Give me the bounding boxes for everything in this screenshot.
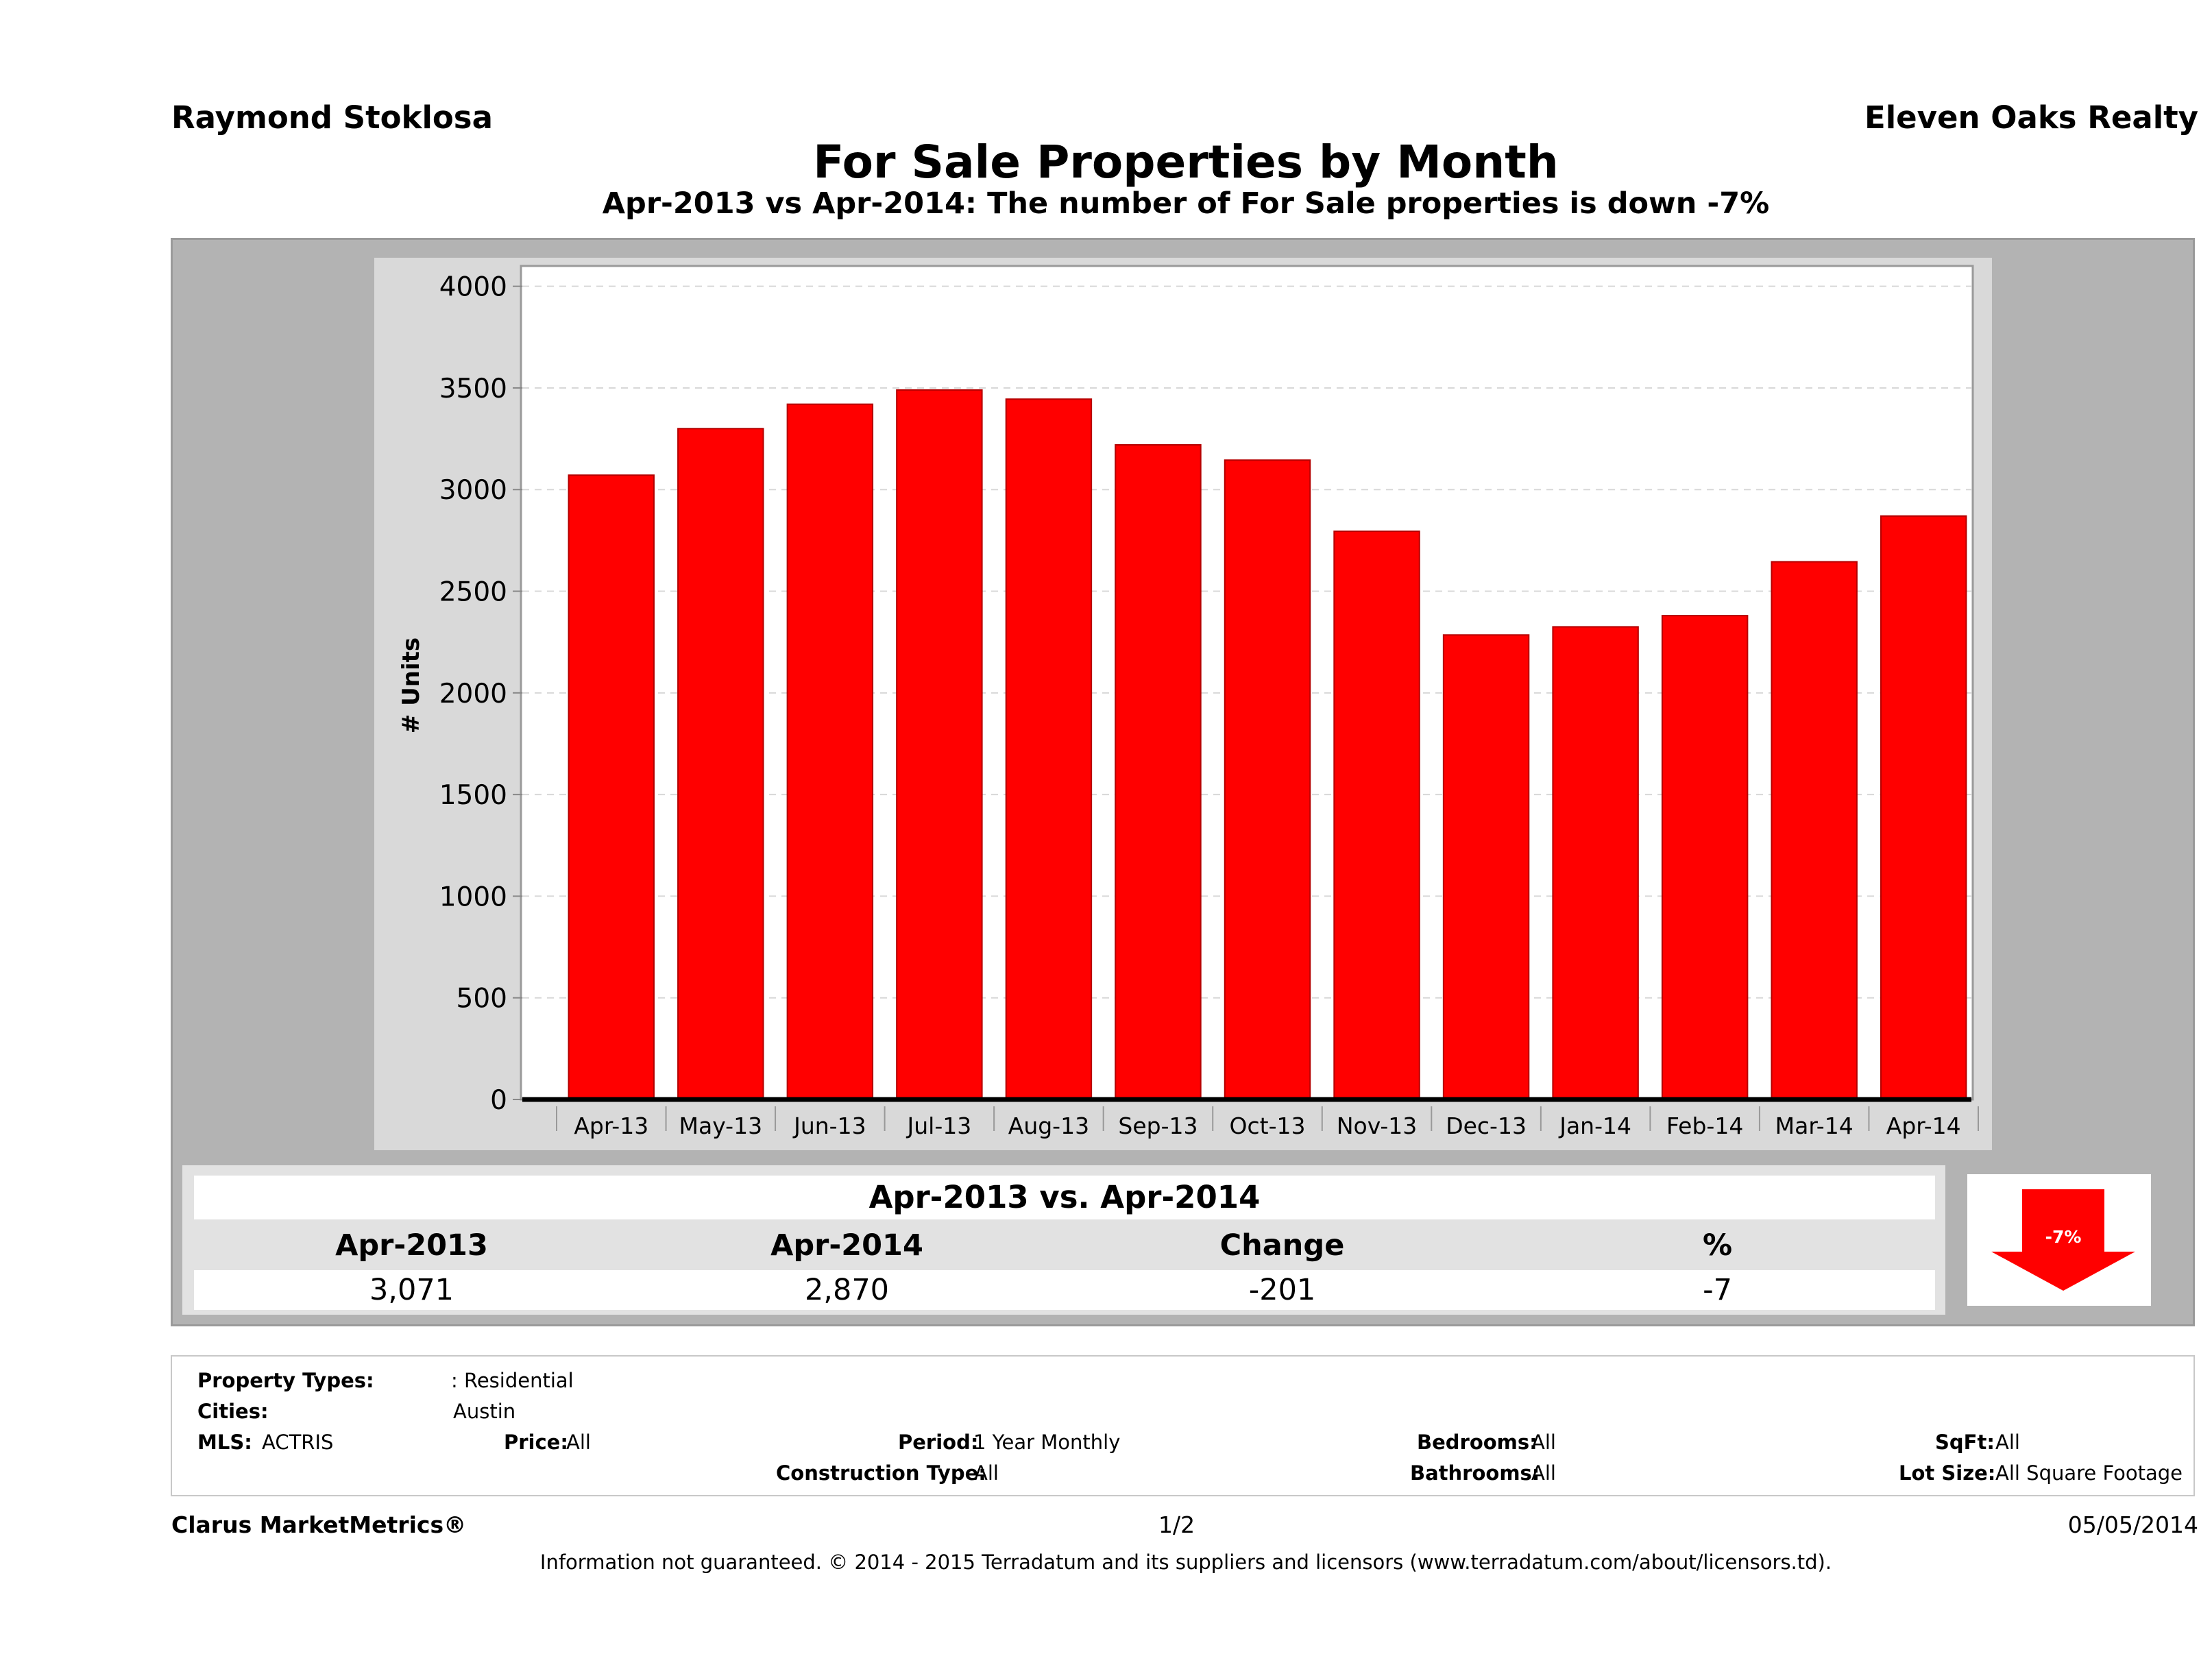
x-tick-label: Jun-13 (792, 1112, 866, 1139)
sqft-label: SqFt: (1935, 1431, 1995, 1454)
x-tick-label: Dec-13 (1446, 1112, 1527, 1139)
x-tick-label: Jul-13 (906, 1112, 972, 1139)
summary-header-apr2014: Apr-2014 (770, 1228, 923, 1263)
footer-brand: Clarus MarketMetrics® (171, 1511, 467, 1538)
y-tick-label: 1500 (439, 780, 507, 811)
x-tick-label: Mar-14 (1775, 1112, 1854, 1139)
bar-Sep-13 (1115, 443, 1202, 1100)
summary-header-apr2013: Apr-2013 (335, 1228, 488, 1263)
y-tick-label: 3500 (439, 374, 507, 404)
lot-size-label: Lot Size: (1899, 1461, 1996, 1485)
summary-value-row: 3,071 2,870 -201 -7 (194, 1270, 1935, 1310)
footer-disclaimer: Information not guaranteed. © 2014 - 201… (539, 1551, 1832, 1574)
x-tick-label: May-13 (679, 1112, 763, 1139)
summary-header-percent: % (1702, 1228, 1733, 1263)
bar-May-13 (677, 428, 764, 1100)
period-label: Period: (898, 1431, 979, 1454)
filter-criteria: Property Types: : Residential Cities: Au… (171, 1355, 2195, 1496)
mls-label: MLS: (197, 1431, 252, 1454)
y-tick-label: 3000 (439, 475, 507, 506)
bathrooms-value: All (1531, 1461, 1556, 1485)
report-subtitle: Apr-2013 vs Apr-2014: The number of For … (602, 186, 1770, 221)
footer-page-number: 1/2 (1158, 1511, 1195, 1538)
bedrooms-label: Bedrooms: (1417, 1431, 1538, 1454)
bar-Aug-13 (1005, 398, 1093, 1100)
x-tick-label: Sep-13 (1118, 1112, 1198, 1139)
bar-Apr-14 (1880, 515, 1967, 1100)
bar-Jan-14 (1552, 626, 1639, 1100)
price-value: All (566, 1431, 591, 1454)
brokerage-name: Eleven Oaks Realty (1864, 99, 2198, 136)
bathrooms-label: Bathrooms: (1410, 1461, 1540, 1485)
price-label: Price: (504, 1431, 568, 1454)
x-tick-label: Apr-14 (1886, 1112, 1961, 1139)
construction-type-label: Construction Type: (776, 1461, 986, 1485)
bar-Oct-13 (1224, 459, 1311, 1100)
x-tick-label: Oct-13 (1230, 1112, 1306, 1139)
property-types-value: : Residential (451, 1369, 574, 1392)
y-tick-label: 2000 (439, 679, 507, 709)
period-value: 1 Year Monthly (973, 1431, 1121, 1454)
x-tick-label: Feb-14 (1666, 1112, 1743, 1139)
x-tick-label: Apr-13 (574, 1112, 648, 1139)
bar-Dec-13 (1442, 634, 1530, 1100)
trend-label: -7% (2045, 1227, 2082, 1247)
bedrooms-value: All (1531, 1431, 1556, 1454)
cities-label: Cities: (197, 1400, 269, 1423)
footer-date: 05/05/2014 (2067, 1511, 2198, 1538)
property-types-label: Property Types: (197, 1369, 374, 1392)
summary-value-change: -201 (1248, 1273, 1316, 1307)
summary-value-apr2013: 3,071 (369, 1273, 454, 1307)
down-arrow-icon: -7% (1991, 1189, 2135, 1291)
construction-type-value: All (974, 1461, 999, 1485)
summary-header-change: Change (1219, 1228, 1345, 1263)
y-axis-label: # Units (398, 637, 425, 733)
bar-Feb-14 (1661, 615, 1749, 1100)
y-tick-label: 0 (490, 1085, 507, 1116)
bar-Apr-13 (568, 474, 655, 1100)
x-tick-label: Aug-13 (1008, 1112, 1089, 1139)
bar-Mar-14 (1771, 561, 1858, 1100)
agent-name: Raymond Stoklosa (171, 99, 493, 136)
x-tick-label: Nov-13 (1337, 1112, 1417, 1139)
summary-value-apr2014: 2,870 (804, 1273, 890, 1307)
x-tick-label: Jan-14 (1558, 1112, 1631, 1139)
y-tick-label: 2500 (439, 577, 507, 608)
report-title: For Sale Properties by Month (813, 136, 1559, 189)
y-tick-label: 1000 (439, 881, 507, 912)
y-tick-label: 4000 (439, 272, 507, 303)
mls-value: ACTRIS (262, 1431, 334, 1454)
summary-header-row: Apr-2013 Apr-2014 Change % (194, 1224, 1935, 1267)
summary-value-percent: -7 (1703, 1273, 1732, 1307)
trend-indicator: -7% (1967, 1174, 2151, 1306)
bar-Nov-13 (1333, 531, 1420, 1100)
lot-size-value: All Square Footage (1995, 1461, 2183, 1485)
cities-value: Austin (453, 1400, 516, 1423)
summary-title: Apr-2013 vs. Apr-2014 (194, 1176, 1935, 1219)
y-tick-label: 500 (457, 984, 507, 1014)
bar-Jul-13 (896, 389, 983, 1100)
bar-Jun-13 (786, 403, 874, 1100)
sqft-value: All (1995, 1431, 2020, 1454)
